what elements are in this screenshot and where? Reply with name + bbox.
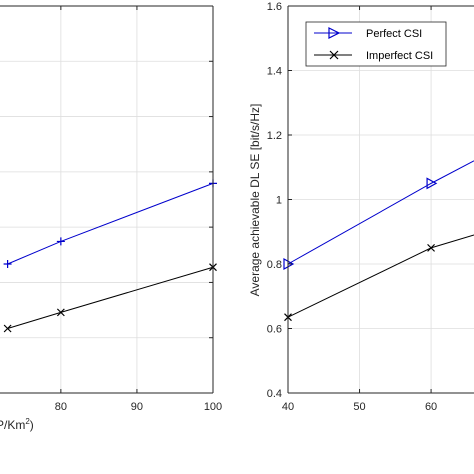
right-y-tick-label: 1.2: [267, 130, 282, 142]
right-x-tick-label: 50: [353, 401, 365, 413]
right-y-tick-label: 0.4: [267, 388, 282, 400]
right-y-axis-label: Average achievable DL SE [bit/s/Hz]: [248, 104, 262, 297]
left-plot-area: [0, 6, 213, 393]
right-y-tick-label: 1.4: [267, 66, 282, 78]
right-series-marker-1: [427, 243, 436, 252]
right-y-tick-label: 1.6: [267, 1, 282, 13]
right-series-group: [283, 160, 474, 322]
left-x-axis-label-superscript: 2: [25, 417, 30, 426]
left-plot-panel: 80 90 100 P/Km2): [0, 5, 222, 432]
left-series-marker-1: [3, 324, 12, 333]
right-y-tick-label: 1: [276, 195, 282, 207]
left-y-tick-marks: [209, 5, 213, 394]
left-series-marker-1: [56, 308, 65, 317]
right-series-line-0: [287, 160, 474, 265]
left-x-axis-label-main: P/Km: [0, 418, 25, 432]
left-series-marker-0: [3, 260, 12, 268]
right-plot-panel: 40 50 60 0.4 0.6 0.8 1 1.2 1.4 1.6 Average achie…: [248, 1, 474, 413]
right-y-tick-label: 0.8: [267, 259, 282, 271]
right-x-tick-label: 40: [282, 401, 294, 413]
right-y-ticks: 0.4 0.6 0.8 1 1.2 1.4 1.6: [267, 1, 292, 400]
right-y-tick-label: 0.6: [267, 324, 282, 336]
right-x-tick-label: 60: [425, 401, 437, 413]
right-x-ticks: 40 50 60: [282, 6, 437, 413]
legend-marker-imperfect: [329, 50, 339, 60]
left-series-marker-0: [56, 237, 65, 246]
left-x-ticks: 80 90 100: [55, 6, 222, 413]
right-grid: [288, 6, 474, 393]
left-x-axis-label: P/Km2): [0, 417, 34, 432]
left-x-tick-label: 100: [204, 401, 222, 413]
left-series-group: [3, 179, 217, 333]
left-x-tick-label: 80: [55, 401, 67, 413]
legend-label-imperfect: Imperfect CSI: [366, 50, 433, 62]
left-x-axis-label-close: ): [30, 418, 34, 432]
legend: Perfect CSI Imperfect CSI: [305, 21, 447, 67]
right-series-marker-0: [426, 177, 438, 190]
legend-label-perfect: Perfect CSI: [366, 28, 422, 40]
left-x-tick-label: 90: [131, 401, 143, 413]
legend-marker-perfect: [328, 27, 341, 39]
